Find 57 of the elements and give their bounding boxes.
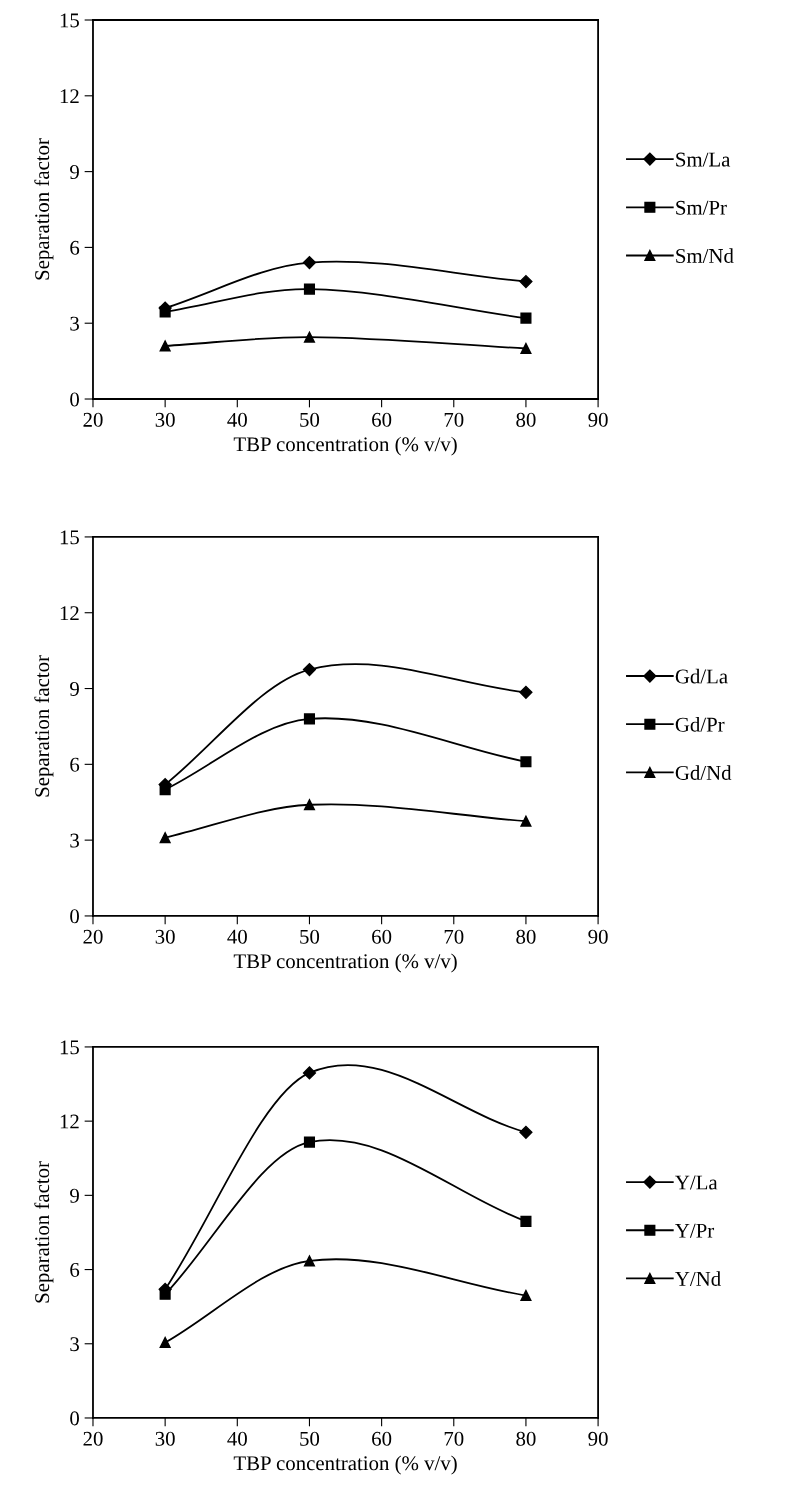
y-tick-label: 12 <box>60 89 79 104</box>
y-tick-label: 9 <box>70 1188 79 1203</box>
x-tick-label: 30 <box>155 929 175 944</box>
legend-label: Sm/La <box>676 152 731 167</box>
legend-label: Gd/Nd <box>675 765 732 780</box>
y-tick-label: 15 <box>60 530 79 545</box>
y-tick-label: 12 <box>60 606 79 620</box>
x-tick-label: 20 <box>83 1431 103 1446</box>
legend-label: Y/Pr <box>675 1223 715 1238</box>
x-tick-label: 50 <box>300 1431 320 1446</box>
y-tick-label: 0 <box>70 1411 79 1426</box>
x-tick-label: 60 <box>372 1431 392 1446</box>
legend-label: Sm/Pr <box>676 200 727 215</box>
x-tick-label: 50 <box>300 412 320 427</box>
y-tick-label: 3 <box>70 316 79 331</box>
x-tick-label: 60 <box>372 929 392 944</box>
y-axis-title: Separation factor <box>34 1161 54 1303</box>
y-tick-label: 6 <box>70 1262 80 1277</box>
y-tick-label: 15 <box>60 13 79 28</box>
x-tick-label: 70 <box>444 929 464 944</box>
x-tick-label: 40 <box>227 412 247 427</box>
y-tick-label: 3 <box>70 833 79 848</box>
x-tick-label: 90 <box>588 1431 608 1446</box>
legend-label: Sm/Nd <box>676 248 734 263</box>
y-tick-label: 15 <box>60 1040 79 1055</box>
x-tick-label: 90 <box>588 412 608 427</box>
legend-label: Y/Nd <box>675 1271 721 1286</box>
y-tick-label: 9 <box>70 165 79 180</box>
x-tick-label: 40 <box>227 929 247 944</box>
x-axis-title: TBP concentration (% v/v) <box>233 1455 457 1475</box>
y-tick-label: 12 <box>60 1114 79 1129</box>
y-tick-label: 6 <box>70 757 80 772</box>
y-axis-title: Separation factor <box>34 655 54 797</box>
x-axis-title: TBP concentration (% v/v) <box>233 436 457 456</box>
x-tick-label: 30 <box>155 1431 175 1446</box>
x-tick-label: 80 <box>516 929 536 944</box>
y-tick-label: 0 <box>70 909 79 924</box>
x-tick-label: 80 <box>516 412 536 427</box>
y-tick-label: 6 <box>70 240 80 255</box>
y-axis-title: Separation factor <box>34 138 54 280</box>
x-tick-label: 50 <box>300 929 320 944</box>
x-tick-label: 70 <box>444 412 464 427</box>
x-tick-label: 70 <box>444 1431 464 1446</box>
x-tick-label: 20 <box>83 929 103 944</box>
x-tick-label: 20 <box>83 412 103 427</box>
x-axis-title: TBP concentration (% v/v) <box>233 953 457 973</box>
legend-label: Gd/Pr <box>675 717 725 732</box>
y-tick-label: 3 <box>70 1337 79 1352</box>
y-tick-label: 9 <box>70 681 79 696</box>
x-tick-label: 90 <box>588 929 608 944</box>
x-tick-label: 80 <box>516 1431 536 1446</box>
legend-label: Y/La <box>675 1175 718 1190</box>
y-tick-label: 0 <box>70 392 79 407</box>
x-tick-label: 40 <box>227 1431 247 1446</box>
legend-label: Gd/La <box>675 668 728 684</box>
x-tick-label: 30 <box>155 412 175 427</box>
x-tick-label: 60 <box>372 412 392 427</box>
